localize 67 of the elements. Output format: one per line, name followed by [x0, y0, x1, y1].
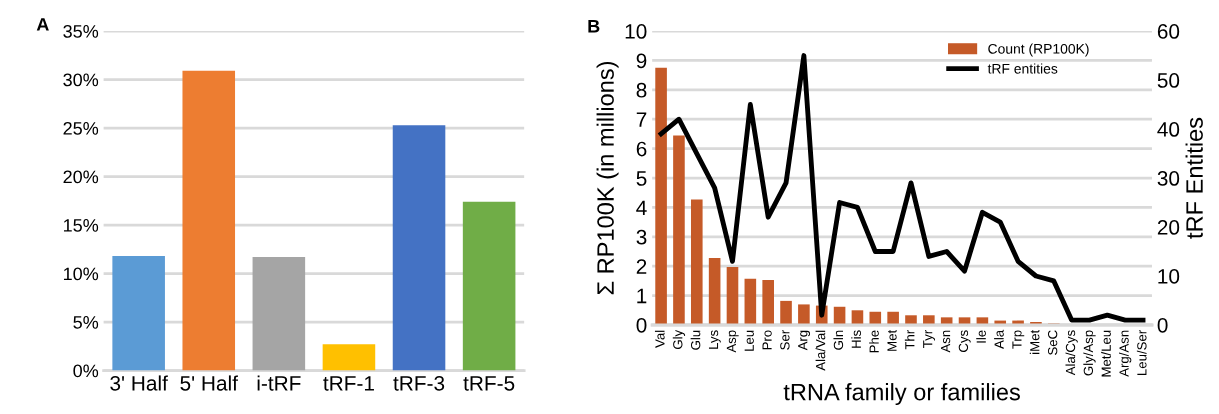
x-axis-title: tRNA family or families — [783, 383, 1020, 406]
y-tick-label: 3 — [636, 229, 647, 245]
y-tick-label: 35% — [63, 24, 99, 38]
y-tick-label: 10% — [63, 267, 99, 281]
y2-axis-title: tRF Entities — [1185, 117, 1203, 239]
y-tick-label: 15% — [63, 219, 99, 232]
x-tick-label: Glu — [690, 330, 701, 350]
x-tick-label: Arg/Asn — [1119, 330, 1132, 377]
x-tick-label: Ser — [780, 330, 790, 350]
x-tick-label: Ala/Cys — [1065, 330, 1078, 376]
x-tick-label: Leu/Ser — [1136, 330, 1147, 375]
y2-tick-label: 40 — [1157, 122, 1180, 137]
x-tick-label: Thr — [904, 330, 915, 350]
x-tick-label: Ala — [994, 329, 1004, 349]
x-tick-label: Lys — [708, 330, 721, 349]
y-tick-label: 25% — [63, 121, 99, 135]
y-tick-label: 4 — [636, 200, 647, 215]
x-tick-label: tRF-3 — [393, 375, 445, 391]
x-tick-label: SeC — [1047, 330, 1058, 355]
y-tick-label: 5 — [636, 171, 647, 186]
y-tick-label: 0 — [636, 317, 647, 333]
x-tick-label: Cys — [958, 330, 971, 352]
x-tick-label: Asp — [726, 330, 739, 353]
text: A — [36, 18, 49, 31]
x-tick-label: Leu — [744, 330, 754, 351]
x-tick-label: Gln — [833, 330, 844, 350]
x-tick-label: Ile — [976, 330, 986, 343]
x-tick-label: iMet — [1029, 329, 1040, 354]
x-tick-label: i-tRF — [257, 375, 301, 391]
y-tick-label: 1 — [637, 288, 647, 304]
y2-tick-label: 0 — [1157, 317, 1168, 333]
y2-tick-label: 20 — [1157, 220, 1180, 235]
y2-tick-label: 10 — [1158, 269, 1180, 284]
y-tick-label: 5% — [73, 316, 99, 329]
y-tick-label: 10 — [625, 24, 647, 39]
x-tick-label: Val — [654, 330, 665, 348]
y2-tick-label: 30 — [1157, 171, 1180, 186]
y-tick-label: 9 — [636, 53, 647, 69]
x-tick-label: His — [851, 330, 861, 348]
legend-label: tRF entities — [987, 63, 1058, 74]
x-tick-label: 5' Half — [180, 375, 238, 391]
x-tick-label: Met/Leu — [1101, 330, 1111, 377]
y2-tick-label: 50 — [1157, 73, 1180, 88]
y-axis-title: Σ RP100K (in millions) — [596, 61, 619, 295]
y-tick-label: 0% — [73, 364, 99, 378]
x-tick-label: Pro — [762, 330, 772, 350]
x-tick-label: Gly/Asp — [1083, 330, 1096, 376]
x-tick-label: 3' Half — [110, 375, 168, 391]
y-tick-label: 6 — [636, 141, 647, 157]
x-tick-label: Phe — [869, 330, 879, 353]
x-tick-label: Met — [887, 329, 897, 351]
x-tick-label: Asn — [941, 330, 951, 353]
x-tick-label: tRF-5 — [463, 376, 515, 391]
y-tick-label: 7 — [636, 112, 647, 127]
y2-tick-label: 60 — [1157, 24, 1180, 39]
x-tick-label: Arg — [798, 330, 811, 351]
text: B — [588, 19, 600, 33]
x-tick-label: Trp — [1012, 330, 1025, 349]
x-tick-label: Ala/Val — [815, 330, 826, 371]
y-tick-label: 8 — [636, 82, 647, 98]
y-tick-label: 30% — [63, 73, 99, 87]
x-tick-label: tRF-1 — [323, 376, 374, 391]
x-tick-label: Tyr — [923, 330, 935, 348]
y-tick-label: 2 — [636, 259, 647, 274]
legend-label: Count (RP100K) — [988, 43, 1089, 57]
y-tick-label: 20% — [63, 170, 99, 184]
x-tick-label: Gly — [672, 329, 686, 349]
